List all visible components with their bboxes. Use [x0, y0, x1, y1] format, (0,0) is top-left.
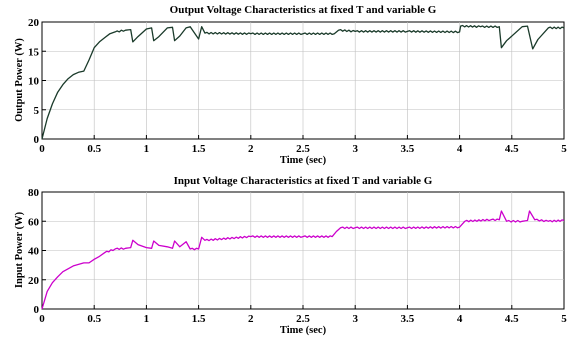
series — [41, 24, 565, 140]
y-tick-label: 15 — [28, 46, 40, 58]
x-axis-label: Time (sec) — [280, 155, 327, 166]
x-tick-label: 4.5 — [505, 143, 519, 155]
y-axis-label: Input Power (W) — [14, 211, 25, 288]
y-tick-label: 0 — [34, 134, 40, 146]
x-tick-label: 3 — [352, 143, 358, 155]
x-tick-label: 5 — [561, 143, 567, 155]
series-line — [41, 210, 565, 310]
x-tick-label: 1 — [144, 313, 150, 325]
chart-title: Input Voltage Characteristics at fixed T… — [174, 175, 433, 187]
x-tick-label: 0.5 — [87, 313, 101, 325]
y-tick-label: 20 — [28, 17, 40, 29]
x-tick-label: 2.5 — [296, 143, 310, 155]
x-tick-label: 2 — [248, 313, 254, 325]
x-tick-label: 0 — [39, 143, 45, 155]
x-axis-ticks: 0 0.5 1 1.5 2 2.5 3 3.5 4 4.5 5 — [39, 135, 567, 155]
input-power-chart: Input Voltage Characteristics at fixed T… — [14, 175, 567, 336]
x-tick-label: 3.5 — [401, 313, 415, 325]
output-power-chart: Output Voltage Characteristics at fixed … — [14, 4, 567, 166]
y-tick-label: 80 — [28, 187, 40, 199]
series — [41, 210, 565, 310]
grid — [42, 192, 564, 309]
x-tick-label: 1 — [144, 143, 150, 155]
x-axis-ticks: 0 0.5 1 1.5 2 2.5 3 3.5 4 4.5 5 — [39, 305, 567, 325]
y-axis-label: Output Power (W) — [14, 38, 25, 122]
series-line — [41, 24, 565, 140]
y-axis-ticks: 0 20 40 60 80 — [28, 187, 46, 316]
x-tick-label: 4 — [457, 143, 463, 155]
x-tick-label: 5 — [561, 313, 567, 325]
x-tick-label: 3.5 — [401, 143, 415, 155]
x-tick-label: 4.5 — [505, 313, 519, 325]
x-tick-label: 0 — [39, 313, 45, 325]
y-tick-label: 60 — [28, 216, 40, 228]
grid — [42, 22, 564, 139]
x-tick-label: 2 — [248, 143, 254, 155]
x-tick-label: 1.5 — [192, 143, 206, 155]
y-tick-label: 10 — [28, 76, 40, 88]
y-tick-label: 5 — [34, 105, 40, 117]
x-axis-label: Time (sec) — [280, 325, 327, 336]
x-tick-label: 0.5 — [87, 143, 101, 155]
y-tick-label: 20 — [28, 275, 40, 287]
x-tick-label: 4 — [457, 313, 463, 325]
x-tick-label: 2.5 — [296, 313, 310, 325]
x-tick-label: 3 — [352, 313, 358, 325]
y-tick-label: 40 — [28, 246, 40, 258]
y-tick-label: 0 — [34, 304, 40, 316]
x-tick-label: 1.5 — [192, 313, 206, 325]
chart-title: Output Voltage Characteristics at fixed … — [170, 4, 437, 16]
